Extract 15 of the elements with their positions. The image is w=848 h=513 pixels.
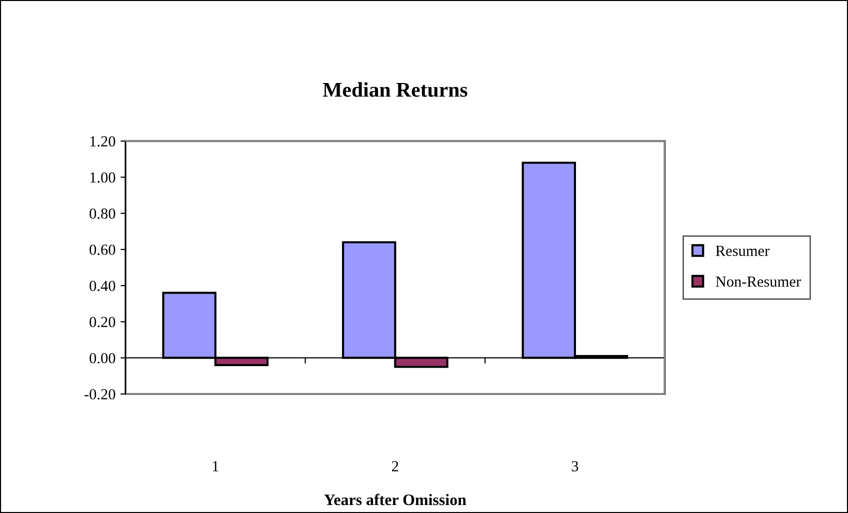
y-tick-label: 1.20 [90, 136, 116, 147]
y-tick-label: 0.80 [90, 208, 116, 219]
y-tick-label: 0.40 [90, 280, 116, 292]
y-tick-label: 0.60 [90, 244, 116, 255]
x-tick-label: 2 [392, 461, 398, 472]
legend-label: Non-Resumer [716, 276, 801, 287]
x-tick-label: 1 [212, 461, 218, 472]
x-axis-title: Years after Omission [324, 494, 466, 506]
x-tick-label: 3 [572, 461, 578, 472]
y-tick-label: 0.00 [90, 352, 116, 364]
chart-title: Median Returns [322, 82, 468, 97]
y-tick-label: -0.20 [84, 389, 116, 400]
legend-label: Resumer [716, 246, 770, 256]
y-tick-label: 0.20 [90, 316, 116, 328]
y-tick-label: 1.00 [90, 172, 116, 183]
